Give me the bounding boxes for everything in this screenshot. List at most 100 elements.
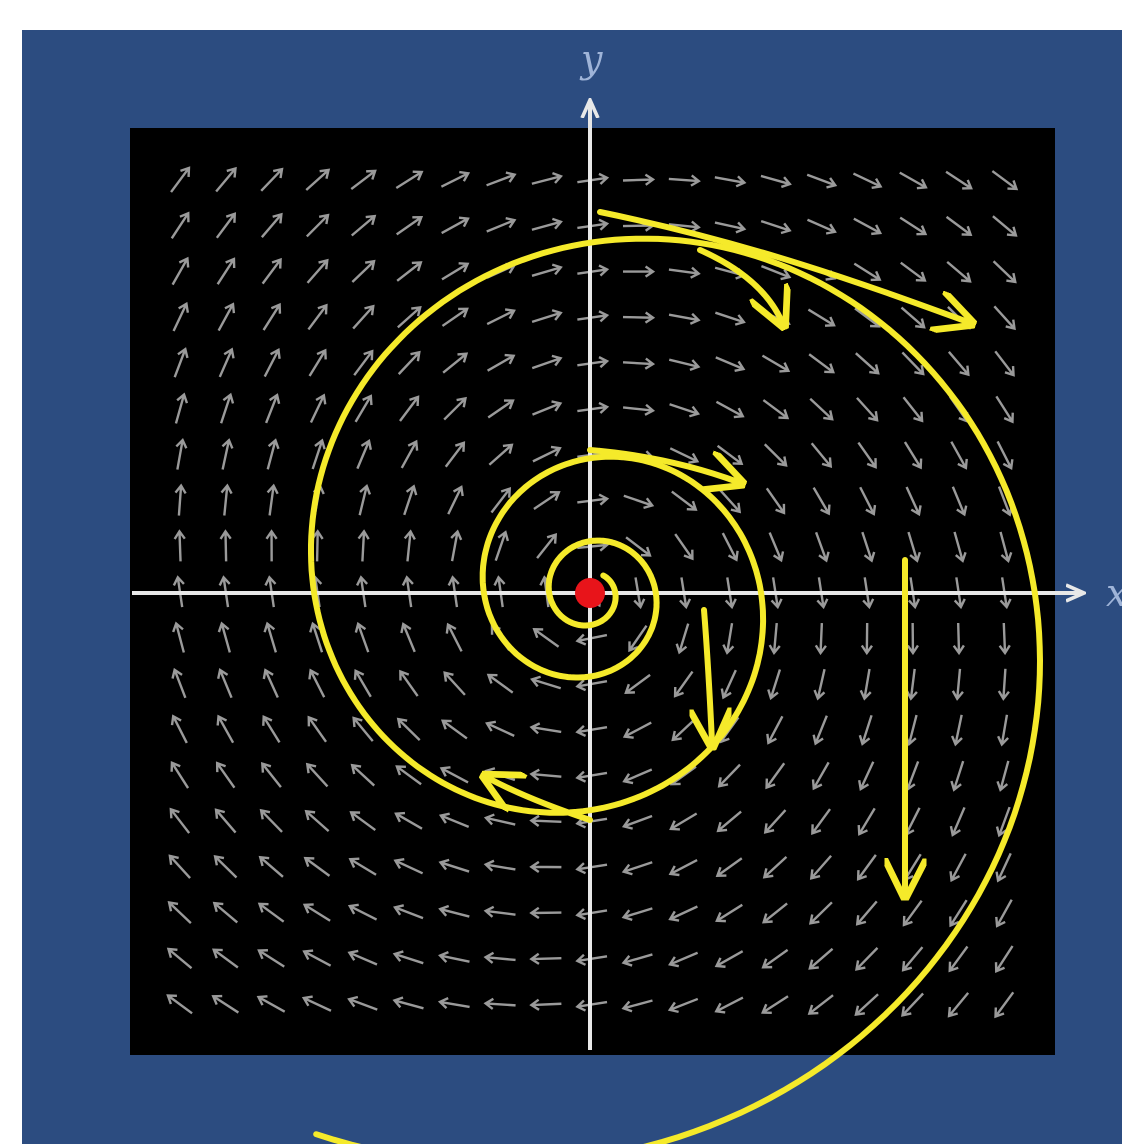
field-arrow [855, 352, 880, 375]
field-arrow [353, 669, 372, 698]
trajectory-branch [697, 247, 782, 322]
field-arrow [997, 714, 1009, 747]
field-arrow [395, 216, 424, 236]
field-arrow [260, 212, 283, 238]
field-arrow [668, 266, 701, 279]
field-arrow [762, 902, 788, 924]
x-axis-label: x [1106, 571, 1122, 615]
field-arrow [262, 668, 279, 698]
field-arrow [855, 900, 878, 926]
field-arrow [441, 262, 470, 281]
field-arrow [675, 623, 690, 655]
field-arrow [450, 529, 463, 562]
field-arrow [861, 531, 876, 563]
field-arrow [901, 351, 925, 376]
field-arrow [577, 493, 610, 506]
field-arrow [995, 395, 1014, 424]
field-arrow [950, 441, 968, 470]
field-arrow [668, 220, 701, 233]
field-arrow [951, 486, 968, 517]
field-arrow [577, 310, 610, 323]
trajectory [308, 235, 1044, 1144]
field-arrow [669, 812, 698, 831]
field-arrow [949, 899, 968, 928]
field-arrow [486, 673, 514, 694]
field-arrow [443, 396, 467, 421]
field-arrow [763, 809, 787, 834]
field-arrow [488, 443, 514, 466]
field-arrow [309, 621, 324, 653]
field-arrow [354, 394, 373, 423]
field-arrow [262, 302, 282, 331]
field-arrow [308, 348, 327, 377]
field-arrow [483, 813, 516, 826]
field-arrow [347, 949, 378, 966]
field-arrow [393, 858, 424, 875]
field-arrow [950, 760, 965, 792]
field-arrow [812, 715, 828, 746]
field-arrow [350, 169, 377, 191]
field-arrow [901, 992, 924, 1017]
field-arrow [715, 903, 743, 923]
field-arrow [174, 392, 189, 424]
field-arrow [168, 854, 191, 879]
field-arrow [302, 903, 331, 922]
field-arrow [901, 946, 924, 972]
field-arrow [996, 440, 1014, 471]
field-arrow [392, 950, 424, 965]
field-arrow [852, 172, 883, 190]
field-arrow [996, 760, 1010, 792]
field-arrow [212, 948, 239, 969]
field-arrow [218, 347, 235, 378]
field-arrow [715, 356, 746, 372]
field-arrow [577, 264, 610, 277]
field-arrow [441, 216, 470, 235]
field-arrow [311, 438, 326, 470]
field-arrow [486, 217, 517, 233]
field-arrow [529, 768, 562, 781]
field-arrow [767, 669, 782, 701]
field-arrow [715, 400, 745, 419]
trajectory-branch [597, 209, 968, 322]
field-arrow [811, 761, 830, 791]
field-arrow [858, 714, 873, 746]
field-arrow [303, 856, 331, 877]
field-arrow [667, 997, 699, 1014]
field-arrow [399, 395, 420, 422]
field-arrow [714, 175, 747, 188]
field-arrow [217, 621, 231, 653]
field-arrow [442, 352, 469, 374]
field-arrow [997, 668, 1010, 701]
field-arrow [763, 443, 788, 467]
field-arrow [217, 302, 236, 332]
field-arrow [762, 855, 788, 879]
field-arrow [994, 350, 1015, 377]
field-arrow [905, 668, 918, 701]
field-arrow [575, 679, 608, 692]
field-arrow [403, 484, 418, 516]
field-arrow [262, 715, 281, 743]
field-arrow [808, 353, 835, 374]
field-arrow [622, 357, 656, 370]
field-arrow [399, 669, 419, 697]
field-arrow [858, 761, 875, 791]
field-arrow [216, 257, 236, 285]
field-arrow [857, 441, 877, 469]
field-arrow [529, 952, 562, 965]
field-arrow [212, 901, 239, 924]
field-arrow [215, 166, 237, 193]
field-arrow [175, 437, 188, 470]
field-arrow [485, 720, 515, 737]
field-arrow [953, 531, 967, 563]
field-arrow [437, 997, 470, 1010]
field-arrow [808, 901, 833, 925]
field-arrow [668, 174, 701, 187]
field-arrow [995, 899, 1013, 928]
field-arrow [173, 347, 189, 378]
field-arrow [950, 714, 963, 747]
field-arrow [902, 396, 924, 423]
field-arrow [306, 258, 329, 284]
field-arrow [395, 765, 422, 786]
field-arrow [623, 494, 655, 510]
field-arrow [946, 260, 972, 283]
